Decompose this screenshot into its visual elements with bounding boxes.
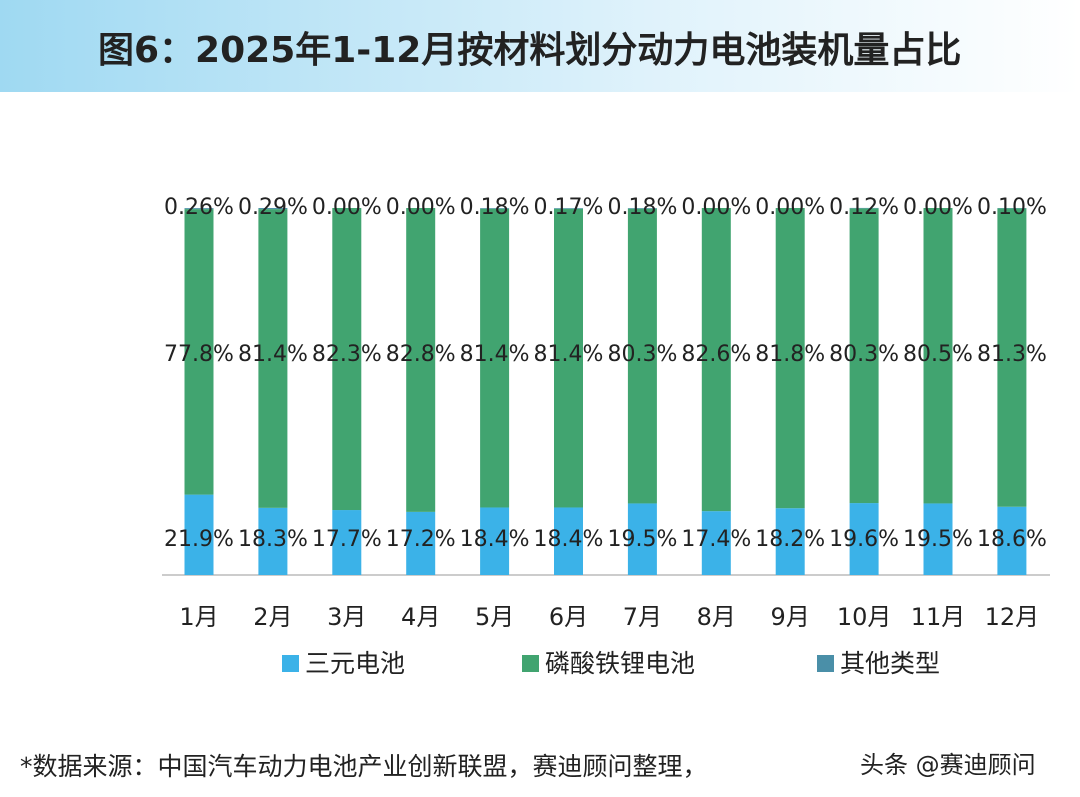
- x-tick-label: 8月: [697, 603, 736, 631]
- data-label: 81.4%: [238, 342, 308, 367]
- bar-segment: [480, 507, 510, 575]
- bar-segment: [406, 511, 436, 575]
- data-label: 21.9%: [164, 527, 234, 552]
- bar-segment: [701, 208, 731, 512]
- bar-segment: [997, 506, 1027, 575]
- chart-title: 图6：2025年1-12月按材料划分动力电池装机量占比: [98, 30, 961, 71]
- data-label: 82.8%: [386, 342, 456, 367]
- data-label: 77.8%: [164, 342, 234, 367]
- x-tick-label: 9月: [771, 603, 810, 631]
- x-tick-label: 7月: [623, 603, 662, 631]
- bar-segment: [554, 208, 583, 209]
- data-label: 81.4%: [534, 342, 604, 367]
- data-label: 80.3%: [607, 342, 677, 367]
- x-tick-label: 10月: [837, 603, 892, 631]
- bar-segment: [258, 209, 288, 508]
- watermark: 头条 @赛迪顾问: [860, 751, 1036, 779]
- bar-segment: [701, 511, 731, 575]
- data-label: 17.4%: [681, 527, 751, 552]
- legend-swatch: [282, 655, 299, 672]
- x-tick-label: 6月: [549, 603, 588, 631]
- bar-segment: [480, 208, 510, 209]
- x-tick-label: 3月: [327, 603, 366, 631]
- bar-segment: [775, 208, 805, 509]
- data-label: 80.3%: [829, 342, 899, 367]
- data-label: 81.8%: [755, 342, 825, 367]
- data-label: 0.17%: [534, 195, 604, 220]
- legend-label: 其他类型: [840, 649, 940, 678]
- x-tick-label: 12月: [985, 603, 1040, 631]
- bar-segment: [332, 510, 362, 575]
- legend-swatch: [522, 655, 539, 672]
- data-label: 0.18%: [460, 195, 530, 220]
- data-label: 0.10%: [977, 195, 1047, 220]
- bar-segment: [184, 494, 214, 575]
- data-label: 17.2%: [386, 527, 456, 552]
- data-label: 18.6%: [977, 527, 1047, 552]
- data-label: 82.3%: [312, 342, 382, 367]
- data-label: 19.6%: [829, 527, 899, 552]
- data-label: 0.18%: [607, 195, 677, 220]
- data-label: 0.00%: [755, 195, 825, 220]
- data-label: 18.3%: [238, 527, 308, 552]
- data-label: 0.00%: [312, 195, 382, 220]
- legend-label: 三元电池: [305, 649, 405, 678]
- bar-segment: [480, 208, 510, 508]
- data-label: 81.4%: [460, 342, 530, 367]
- data-label: 0.00%: [681, 195, 751, 220]
- bar-segment: [627, 503, 657, 575]
- data-label: 19.5%: [903, 527, 973, 552]
- legend-label: 磷酸铁锂电池: [545, 649, 695, 678]
- bar-segment: [923, 208, 953, 504]
- bar-segment: [923, 503, 953, 575]
- bar-segment: [627, 208, 657, 504]
- data-label: 0.12%: [829, 195, 899, 220]
- bar-segment: [406, 208, 436, 512]
- bar-segment: [332, 208, 362, 511]
- bar-segment: [627, 208, 657, 209]
- data-label: 0.29%: [238, 195, 308, 220]
- bar-segment: [849, 208, 879, 504]
- x-tick-label: 4月: [401, 603, 440, 631]
- bar-segment: [775, 508, 805, 575]
- bar-segment: [184, 209, 214, 495]
- bar-segment: [184, 208, 214, 210]
- data-label: 80.5%: [903, 342, 973, 367]
- data-label: 17.7%: [312, 527, 382, 552]
- bar-segment: [554, 507, 583, 575]
- title-banner: [0, 0, 1080, 92]
- data-label: 18.4%: [460, 527, 530, 552]
- bar-segment: [258, 507, 288, 575]
- data-label: 81.3%: [977, 342, 1047, 367]
- x-tick-label: 5月: [475, 603, 514, 631]
- data-label: 18.2%: [755, 527, 825, 552]
- data-label: 0.00%: [386, 195, 456, 220]
- data-label: 19.5%: [607, 527, 677, 552]
- bar-segment: [997, 208, 1027, 507]
- bar-segment: [258, 208, 288, 210]
- data-label: 18.4%: [534, 527, 604, 552]
- x-tick-label: 11月: [911, 603, 966, 631]
- bar-segment: [554, 208, 583, 508]
- legend-swatch: [817, 655, 834, 672]
- data-label: 0.00%: [903, 195, 973, 220]
- x-tick-label: 2月: [253, 603, 292, 631]
- bar-segment: [849, 503, 879, 575]
- source-note: *数据来源：中国汽车动力电池产业创新联盟，赛迪顾问整理，: [20, 752, 708, 781]
- x-tick-label: 1月: [179, 603, 218, 631]
- data-label: 0.26%: [164, 195, 234, 220]
- data-label: 82.6%: [681, 342, 751, 367]
